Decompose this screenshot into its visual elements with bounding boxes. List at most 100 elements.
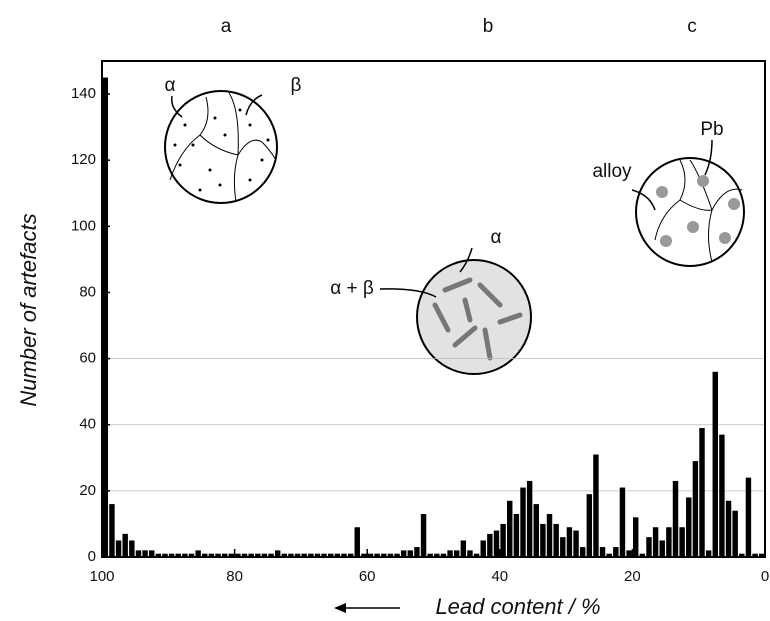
- bar: [162, 553, 168, 557]
- inset-a-dots: [173, 108, 270, 192]
- y-axis-label: Number of artefacts: [16, 213, 41, 406]
- annotation: b: [483, 16, 494, 37]
- bar: [752, 553, 758, 557]
- bar: [367, 553, 374, 557]
- bar: [361, 553, 367, 557]
- bar: [739, 553, 745, 557]
- bar: [639, 553, 646, 557]
- inset-label: α: [491, 227, 502, 248]
- bar: [274, 550, 281, 557]
- inset-c: [631, 139, 745, 267]
- bar: [347, 553, 354, 557]
- bar: [248, 553, 254, 557]
- bar: [314, 553, 321, 557]
- bar: [732, 510, 738, 557]
- bar: [699, 428, 705, 557]
- inset-label: alloy: [592, 161, 632, 182]
- bar: [135, 550, 142, 557]
- bar: [420, 514, 427, 557]
- inset-label: β: [291, 75, 302, 96]
- y-tick-label: 80: [79, 283, 96, 300]
- bar: [142, 550, 148, 557]
- bar: [241, 553, 248, 557]
- bar: [672, 480, 679, 557]
- x-tick-label: 0: [761, 568, 769, 585]
- bar: [460, 540, 467, 557]
- bar: [149, 550, 155, 557]
- bar: [434, 553, 440, 557]
- y-tick-label: 40: [79, 416, 96, 433]
- bar: [228, 553, 234, 557]
- direction-arrowhead: [334, 603, 346, 613]
- bar: [540, 523, 546, 557]
- bar: [686, 497, 692, 557]
- bar: [235, 553, 241, 557]
- bar: [102, 77, 109, 558]
- bar: [381, 553, 387, 557]
- bar: [221, 553, 228, 557]
- bar: [520, 487, 526, 557]
- inset-b: [379, 247, 532, 375]
- bar: [619, 487, 626, 557]
- annotation: a: [221, 16, 232, 37]
- bar: [321, 553, 327, 557]
- y-tick-label: 140: [71, 85, 96, 102]
- bar: [394, 553, 400, 557]
- bar: [467, 550, 473, 557]
- bar: [334, 553, 341, 557]
- bar: [719, 434, 725, 557]
- bar: [566, 527, 573, 557]
- bar: [115, 540, 122, 557]
- annotation: c: [687, 16, 697, 37]
- bar: [473, 553, 480, 557]
- bar: [705, 550, 712, 557]
- bar: [493, 530, 500, 557]
- bar: [599, 547, 606, 557]
- bar: [109, 504, 115, 557]
- bar: [480, 540, 486, 557]
- plot-frame: [101, 60, 766, 558]
- bar: [758, 553, 765, 557]
- bar: [513, 514, 520, 557]
- x-tick-label: 100: [89, 568, 114, 585]
- bar: [195, 550, 201, 557]
- bar: [374, 553, 380, 557]
- bar: [679, 527, 685, 557]
- bar: [447, 550, 453, 557]
- bar: [255, 553, 261, 557]
- bar: [692, 461, 699, 557]
- bar: [646, 537, 652, 557]
- bar: [354, 527, 360, 557]
- bar: [308, 553, 314, 557]
- bar: [202, 553, 208, 557]
- bar: [175, 553, 181, 557]
- bar: [712, 371, 718, 557]
- inset-label: α: [165, 75, 176, 96]
- bar: [579, 547, 586, 557]
- bar: [188, 553, 195, 557]
- bar: [414, 547, 420, 557]
- bar: [387, 553, 394, 557]
- y-tick-label: 100: [71, 217, 96, 234]
- bar: [122, 533, 128, 557]
- y-tick-label: 60: [79, 350, 96, 367]
- bar: [533, 504, 539, 557]
- bar: [301, 553, 307, 557]
- bar: [573, 530, 579, 557]
- bar: [129, 540, 135, 557]
- bar: [745, 477, 752, 557]
- bar: [400, 550, 407, 557]
- bar: [215, 553, 221, 557]
- bar: [593, 454, 599, 557]
- bar: [182, 553, 188, 557]
- bar: [261, 553, 268, 557]
- bar: [666, 527, 672, 557]
- bar: [281, 553, 288, 557]
- bar: [553, 523, 559, 557]
- bar: [208, 553, 215, 557]
- bar: [633, 517, 639, 557]
- bar: [606, 553, 612, 557]
- bar: [427, 553, 433, 557]
- bar: [725, 500, 732, 557]
